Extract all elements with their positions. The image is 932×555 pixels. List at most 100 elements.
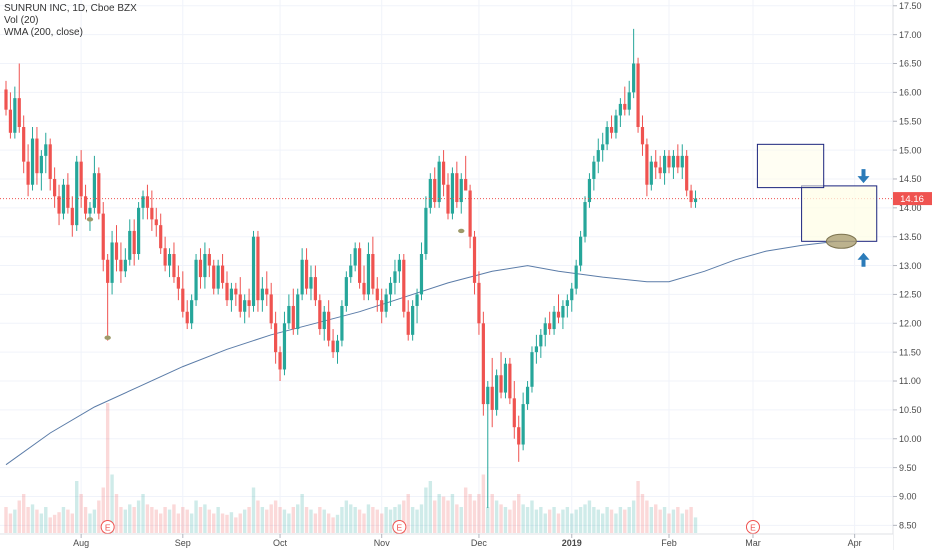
candle[interactable] <box>304 248 309 295</box>
candle[interactable] <box>137 202 141 260</box>
price-tick[interactable]: 12.50 <box>893 290 922 300</box>
candle[interactable] <box>243 294 247 324</box>
candle[interactable] <box>198 248 203 289</box>
time-tick[interactable]: Nov <box>374 534 391 548</box>
candle[interactable] <box>649 155 653 191</box>
candle[interactable] <box>251 230 256 312</box>
candle[interactable] <box>331 329 335 358</box>
candles[interactable] <box>4 28 698 509</box>
candle[interactable] <box>490 357 494 428</box>
price-tick[interactable]: 16.00 <box>893 88 922 98</box>
candle[interactable] <box>393 259 397 295</box>
price-tick[interactable]: 15.00 <box>893 145 922 155</box>
candle[interactable] <box>13 86 17 139</box>
candle[interactable] <box>260 277 264 312</box>
candle[interactable] <box>39 150 43 191</box>
candle[interactable] <box>419 242 424 301</box>
price-tick[interactable]: 11.00 <box>893 376 921 386</box>
candle[interactable] <box>565 294 569 318</box>
candle[interactable] <box>605 121 609 151</box>
candle[interactable] <box>159 213 163 255</box>
candle[interactable] <box>167 248 172 278</box>
time-tick[interactable]: Feb <box>661 534 677 548</box>
candle[interactable] <box>344 271 348 312</box>
candle[interactable] <box>119 242 123 283</box>
candle[interactable] <box>437 155 441 208</box>
candle[interactable] <box>455 161 459 208</box>
candle[interactable] <box>70 196 74 237</box>
candle[interactable] <box>570 282 574 312</box>
candle[interactable] <box>627 80 631 116</box>
candle[interactable] <box>172 242 176 283</box>
candle[interactable] <box>592 155 596 191</box>
candle[interactable] <box>552 305 556 335</box>
time-tick[interactable]: Sep <box>175 534 191 548</box>
candle[interactable] <box>30 127 35 191</box>
candle[interactable] <box>238 277 242 318</box>
time-tick[interactable]: Dec <box>471 534 488 548</box>
candle[interactable] <box>530 346 534 393</box>
candle[interactable] <box>128 219 132 266</box>
price-tick[interactable]: 17.50 <box>893 1 922 11</box>
candle[interactable] <box>22 115 26 174</box>
candle[interactable] <box>472 230 477 295</box>
candle[interactable] <box>57 184 61 226</box>
candle[interactable] <box>362 265 366 301</box>
time-tick[interactable]: 2019 <box>562 534 582 548</box>
candle[interactable] <box>141 190 145 220</box>
candle[interactable] <box>229 282 234 312</box>
candle[interactable] <box>468 184 472 249</box>
candle[interactable] <box>313 265 317 306</box>
candle[interactable] <box>587 173 592 208</box>
candle[interactable] <box>685 150 689 197</box>
candle[interactable] <box>44 132 48 174</box>
candle[interactable] <box>384 288 388 318</box>
legend-symbol[interactable]: SUNRUN INC, 1D, Cboe BZX <box>4 3 137 14</box>
candle[interactable] <box>424 196 428 260</box>
price-axis-ticks[interactable]: 17.50 17.00 16.50 16.00 15.50 15.00 14.50 14.00… <box>893 1 922 531</box>
legend-volume[interactable]: Vol (20) <box>4 15 39 26</box>
candle[interactable] <box>441 150 446 197</box>
candle[interactable] <box>574 259 578 295</box>
candle[interactable] <box>327 300 331 347</box>
candle[interactable] <box>406 300 410 341</box>
candle[interactable] <box>194 254 198 306</box>
price-tick[interactable]: 13.50 <box>893 232 922 242</box>
candle[interactable] <box>83 184 88 220</box>
candle[interactable] <box>495 369 499 416</box>
candle[interactable] <box>371 236 375 295</box>
candle[interactable] <box>539 329 543 358</box>
candle[interactable] <box>548 311 552 335</box>
candle[interactable] <box>88 202 92 231</box>
candle[interactable] <box>282 311 287 376</box>
candle[interactable] <box>614 109 618 139</box>
candle[interactable] <box>397 254 401 283</box>
candle[interactable] <box>689 184 693 208</box>
price-tick[interactable]: 10.00 <box>893 434 922 444</box>
candle[interactable] <box>636 57 640 133</box>
candle[interactable] <box>75 155 79 231</box>
candle[interactable] <box>402 254 406 318</box>
time-tick[interactable]: Oct <box>273 534 288 548</box>
candle[interactable] <box>349 254 353 283</box>
candle[interactable] <box>291 288 295 335</box>
candle[interactable] <box>366 242 371 301</box>
price-tick[interactable]: 11.50 <box>893 347 921 357</box>
candle[interactable] <box>375 277 379 312</box>
candle[interactable] <box>693 190 698 208</box>
candle[interactable] <box>61 178 66 220</box>
candle[interactable] <box>632 28 636 99</box>
earnings-marker[interactable]: E <box>392 520 407 534</box>
candle[interactable] <box>503 357 508 399</box>
candle[interactable] <box>318 294 322 335</box>
candle[interactable] <box>609 115 614 139</box>
candle[interactable] <box>35 127 39 185</box>
price-tick[interactable]: 8.50 <box>893 521 917 531</box>
candle[interactable] <box>680 144 684 179</box>
candle[interactable] <box>287 294 291 330</box>
candle[interactable] <box>411 300 415 341</box>
time-tick[interactable]: Aug <box>73 534 89 548</box>
candle[interactable] <box>525 381 530 410</box>
candle[interactable] <box>450 167 455 220</box>
